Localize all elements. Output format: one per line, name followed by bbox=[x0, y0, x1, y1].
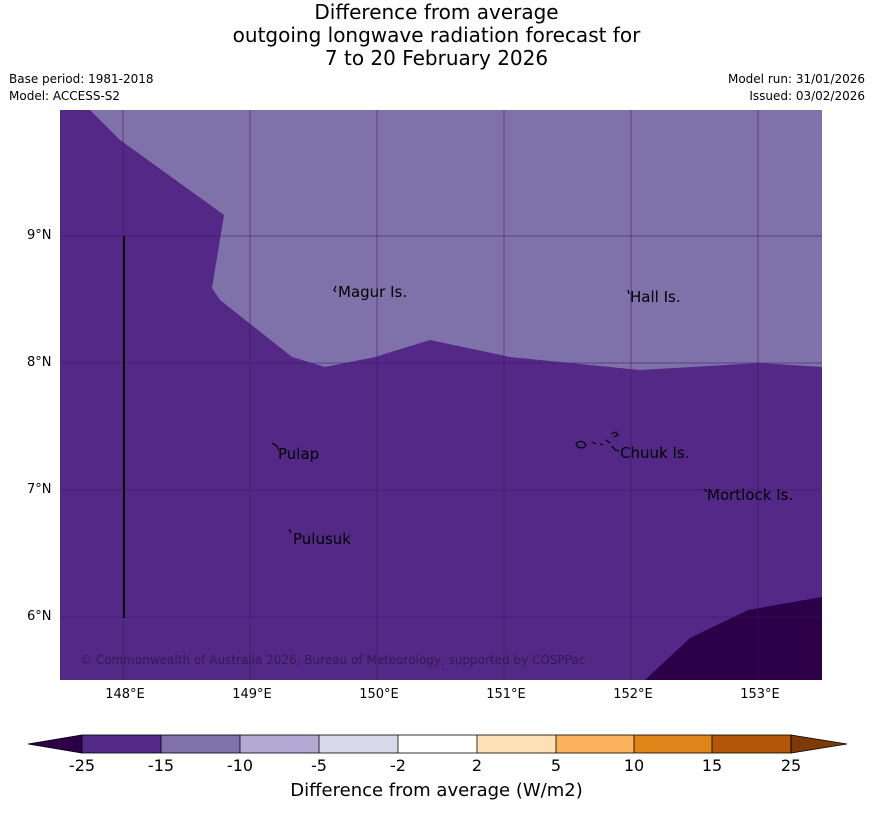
lon-tick-149e: 149°E bbox=[232, 687, 272, 702]
colorbar-tick: 2 bbox=[471, 756, 483, 775]
map-title-line-1: Difference from average bbox=[314, 0, 559, 24]
place-label-pulap: Pulap bbox=[278, 445, 320, 463]
anomaly-region-dark bbox=[645, 597, 822, 680]
colorbar-extend-low bbox=[27, 734, 83, 754]
colorbar-tick: -5 bbox=[311, 756, 327, 775]
lon-tick-153e: 153°E bbox=[740, 687, 780, 702]
lon-tick-152e: 152°E bbox=[613, 687, 653, 702]
map-title-line-2: outgoing longwave radiation forecast for bbox=[232, 23, 641, 47]
island-mortlock bbox=[703, 488, 708, 493]
lon-tick-148e: 148°E bbox=[105, 687, 145, 702]
meta-left: Base period: 1981-2018 Model: ACCESS-S2 bbox=[9, 71, 154, 105]
lon-tick-150e: 150°E bbox=[359, 687, 399, 702]
colorbar-tick: 15 bbox=[701, 756, 723, 775]
island-chuuk bbox=[575, 431, 620, 452]
meta-right: Model run: 31/01/2026 Issued: 03/02/2026 bbox=[728, 71, 865, 105]
colorbar-tick: -10 bbox=[226, 756, 254, 775]
lat-tick-9n: 9°N bbox=[27, 228, 52, 243]
colorbar-extend-high bbox=[790, 734, 848, 754]
island-pulusuk bbox=[288, 528, 292, 534]
colorbar-tick: 25 bbox=[780, 756, 802, 775]
copyright-text: © Commonwealth of Australia 2026, Bureau… bbox=[80, 653, 586, 667]
model-text: Model: ACCESS-S2 bbox=[9, 89, 121, 103]
island-pulap bbox=[271, 442, 279, 451]
island-magur bbox=[333, 285, 337, 293]
issued-text: Issued: 03/02/2026 bbox=[749, 89, 865, 103]
anomaly-region-light bbox=[90, 110, 822, 370]
base-period-text: Base period: 1981-2018 bbox=[9, 72, 154, 86]
island-hall bbox=[627, 289, 630, 295]
model-run-text: Model run: 31/01/2026 bbox=[727, 72, 865, 86]
colorbar-label: Difference from average (W/m2) bbox=[290, 780, 583, 801]
place-label-chuuk: Chuuk Is. bbox=[620, 444, 690, 462]
lat-tick-7n: 7°N bbox=[27, 482, 52, 497]
lat-tick-6n: 6°N bbox=[27, 609, 52, 624]
colorbar-tick: -25 bbox=[68, 756, 96, 775]
lat-tick-8n: 8°N bbox=[27, 355, 52, 370]
colorbar-tick: 5 bbox=[550, 756, 562, 775]
colorbar-tick: 10 bbox=[623, 756, 645, 775]
place-label-magur: Magur Is. bbox=[338, 283, 408, 301]
colorbar-tick: -15 bbox=[147, 756, 175, 775]
colorbar-tick: -2 bbox=[390, 756, 406, 775]
lon-tick-151e: 151°E bbox=[486, 687, 526, 702]
colorbar bbox=[27, 734, 848, 754]
map-title-line-3: 7 to 20 February 2026 bbox=[324, 46, 549, 70]
island-outlines bbox=[271, 285, 708, 534]
place-label-pulusuk: Pulusuk bbox=[293, 530, 351, 548]
place-label-mortlock: Mortlock Is. bbox=[707, 486, 794, 504]
place-label-hall: Hall Is. bbox=[630, 288, 681, 306]
